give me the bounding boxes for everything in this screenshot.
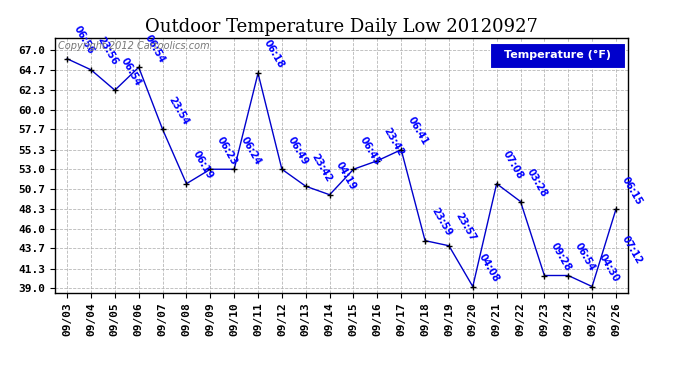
- Text: 07:08: 07:08: [501, 149, 525, 181]
- Text: 23:54: 23:54: [167, 94, 191, 126]
- Text: 06:54: 06:54: [143, 33, 167, 64]
- Text: 23:57: 23:57: [453, 211, 477, 243]
- Text: 06:24: 06:24: [238, 135, 262, 166]
- Text: 06:23: 06:23: [215, 135, 239, 166]
- Text: 06:49: 06:49: [286, 135, 310, 166]
- Title: Outdoor Temperature Daily Low 20120927: Outdoor Temperature Daily Low 20120927: [145, 18, 538, 36]
- Text: 23:42: 23:42: [310, 152, 334, 183]
- Text: 09:28: 09:28: [549, 241, 573, 273]
- Text: 04:19: 04:19: [334, 160, 358, 192]
- Text: 06:45: 06:45: [357, 135, 382, 166]
- Text: 06:15: 06:15: [620, 175, 644, 206]
- Text: 06:18: 06:18: [262, 39, 286, 70]
- Text: 04:08: 04:08: [477, 252, 501, 284]
- Text: 23:56: 23:56: [95, 35, 119, 67]
- Text: 07:12: 07:12: [620, 234, 644, 266]
- Text: 04:30: 04:30: [596, 252, 620, 284]
- Text: 23:59: 23:59: [429, 206, 453, 238]
- Text: 06:54: 06:54: [573, 241, 597, 273]
- Text: 06:41: 06:41: [405, 115, 430, 147]
- Text: 06:56: 06:56: [71, 24, 95, 56]
- Text: 06:19: 06:19: [190, 149, 215, 181]
- Text: 03:28: 03:28: [524, 167, 549, 199]
- Text: Copyright 2012 Cartoolics.com: Copyright 2012 Cartoolics.com: [58, 41, 210, 51]
- Text: 23:42: 23:42: [382, 126, 406, 158]
- Text: 06:54: 06:54: [119, 56, 144, 87]
